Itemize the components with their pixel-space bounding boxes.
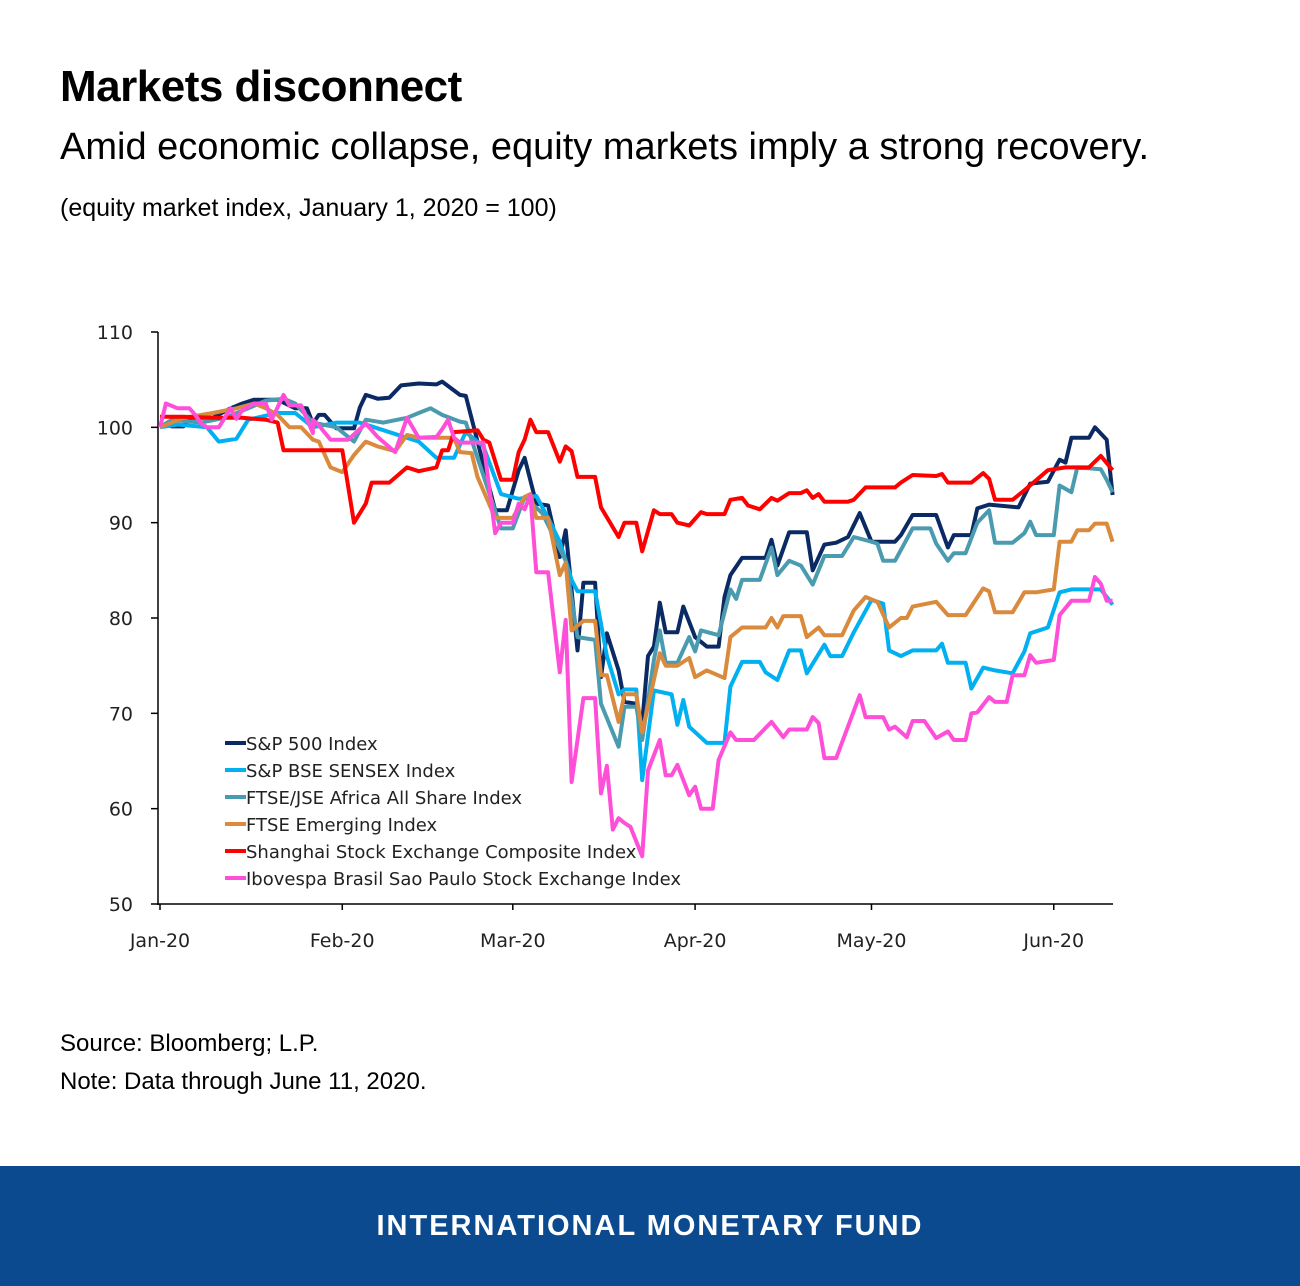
y-tick-label: 110: [97, 322, 133, 344]
series-line-5: [160, 414, 1115, 554]
x-tick-label: Jun-20: [1022, 930, 1084, 952]
y-tick-label: 60: [109, 799, 133, 821]
x-tick-label: Apr-20: [664, 930, 727, 952]
series-line-6: [158, 392, 1113, 859]
chart-title: Markets disconnect: [60, 62, 462, 111]
imf-brand: INTERNATIONAL MONETARY FUND: [376, 1209, 924, 1242]
chart-subtitle: Amid economic collapse, equity markets i…: [60, 126, 1150, 168]
legend-label: S&P BSE SENSEX Index: [246, 761, 456, 782]
series-line-1: [158, 379, 1115, 725]
source-note: Source: Bloomberg; L.P.: [60, 1030, 319, 1057]
y-tick-label: 80: [109, 608, 133, 630]
legend-label: Ibovespa Brasil Sao Paulo Stock Exchange…: [246, 869, 681, 890]
y-tick-label: 90: [109, 513, 133, 535]
series-line-2: [159, 411, 1115, 783]
legend-label: FTSE Emerging Index: [246, 815, 438, 836]
y-tick-label: 70: [109, 703, 133, 725]
x-tick-label: Mar-20: [480, 930, 546, 952]
y-tick-label: 100: [97, 417, 133, 439]
y-tick-label: 50: [109, 894, 133, 916]
legend-label: FTSE/JSE Africa All Share Index: [246, 788, 522, 809]
series-line-4: [159, 401, 1115, 735]
data-note: Note: Data through June 11, 2020.: [60, 1068, 427, 1095]
legend-label: S&P 500 Index: [246, 734, 378, 755]
imf-footer-banner: INTERNATIONAL MONETARY FUND: [0, 1166, 1300, 1286]
legend-label: Shanghai Stock Exchange Composite Index: [246, 842, 637, 863]
line-chart: 50 60 70 80 90 100 110 Jan-20 Feb-20 Mar-20 Apr-20…: [97, 322, 1115, 952]
units-label: (equity market index, January 1, 2020 = …: [60, 194, 557, 222]
x-tick-label: May-20: [836, 930, 906, 952]
x-tick-label: Jan-20: [129, 930, 190, 952]
series-line-3: [158, 396, 1115, 749]
x-tick-label: Feb-20: [310, 930, 375, 952]
